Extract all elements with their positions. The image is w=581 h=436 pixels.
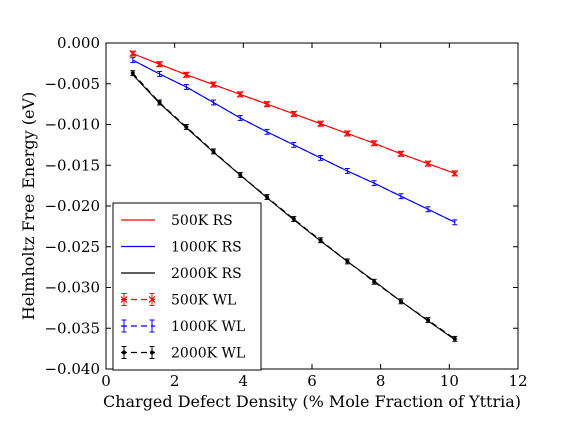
- data-point: [398, 299, 403, 304]
- y-tick-label: −0.040: [44, 360, 100, 378]
- x-tick-label: 12: [508, 372, 527, 390]
- data-point: [426, 318, 431, 323]
- legend-label: 500K WL: [171, 293, 236, 309]
- series-500k-wl: [129, 50, 459, 177]
- data-point: [372, 279, 377, 284]
- data-point: [157, 100, 162, 105]
- legend-item: 500K WL: [120, 293, 236, 309]
- legend-item: 2000K RS: [121, 266, 242, 282]
- y-tick-label: −0.015: [44, 156, 100, 174]
- series-2000k-wl: [130, 70, 458, 342]
- data-point: [452, 336, 457, 341]
- legend-marker: [148, 296, 156, 303]
- data-point: [317, 120, 325, 128]
- series-1000k-wl: [130, 57, 458, 226]
- axis-ticks: 0 2 4 6 8 10 12 0.000 −0.005 −0.010 −0.015 −0.020 −0…: [44, 34, 527, 390]
- x-tick-label: 6: [307, 372, 317, 390]
- data-point: [291, 217, 296, 222]
- x-tick-label: 8: [376, 372, 386, 390]
- legend-item: 2000K WL: [121, 346, 245, 362]
- y-tick-label: −0.010: [44, 116, 100, 134]
- data-point: [424, 160, 432, 168]
- y-tick-label: −0.025: [44, 238, 100, 256]
- data-point: [210, 81, 217, 88]
- data-point: [370, 139, 378, 147]
- legend-item: 500K RS: [121, 213, 233, 229]
- data-point: [290, 110, 298, 118]
- y-tick-label: −0.020: [44, 197, 100, 215]
- data-point: [184, 124, 189, 129]
- y-tick-label: −0.005: [44, 75, 100, 93]
- legend-label: 2000K WL: [171, 346, 245, 362]
- legend-item: 1000K RS: [121, 240, 242, 256]
- legend-label: 500K RS: [171, 213, 233, 229]
- y-tick-label: 0.000: [57, 34, 100, 52]
- data-point: [211, 149, 216, 154]
- data-point: [397, 150, 405, 158]
- data-point: [265, 195, 270, 200]
- data-point: [343, 130, 351, 137]
- x-tick-label: 2: [170, 372, 180, 390]
- legend: 500K RS 1000K RS 2000K RS 500K WL 1000K WL 20…: [112, 202, 262, 371]
- data-point: [129, 50, 137, 58]
- x-tick-label: 4: [239, 372, 249, 390]
- data-point: [318, 238, 323, 243]
- data-point: [182, 71, 190, 79]
- data-point: [345, 259, 350, 264]
- data-point: [263, 100, 271, 108]
- y-axis-label: Helmholtz Free Energy (eV): [19, 92, 38, 320]
- x-tick-label: 10: [440, 372, 459, 390]
- legend-label: 2000K RS: [171, 266, 242, 282]
- y-tick-label: −0.035: [44, 319, 100, 337]
- legend-item: 1000K WL: [121, 319, 245, 335]
- plot-marks: [129, 50, 459, 342]
- x-axis-label: Charged Defect Density (% Mole Fraction …: [103, 392, 521, 411]
- x-tick-label: 0: [101, 372, 111, 390]
- data-point: [451, 169, 459, 177]
- legend-label: 1000K RS: [171, 240, 242, 256]
- legend-marker: [122, 350, 126, 355]
- data-point: [156, 60, 163, 68]
- data-point: [130, 71, 135, 76]
- data-point: [236, 90, 244, 98]
- y-tick-label: −0.030: [44, 279, 100, 297]
- legend-box: [112, 202, 262, 371]
- legend-marker: [120, 296, 128, 303]
- data-point: [238, 173, 243, 178]
- legend-label: 1000K WL: [171, 319, 245, 335]
- legend-marker: [150, 350, 154, 355]
